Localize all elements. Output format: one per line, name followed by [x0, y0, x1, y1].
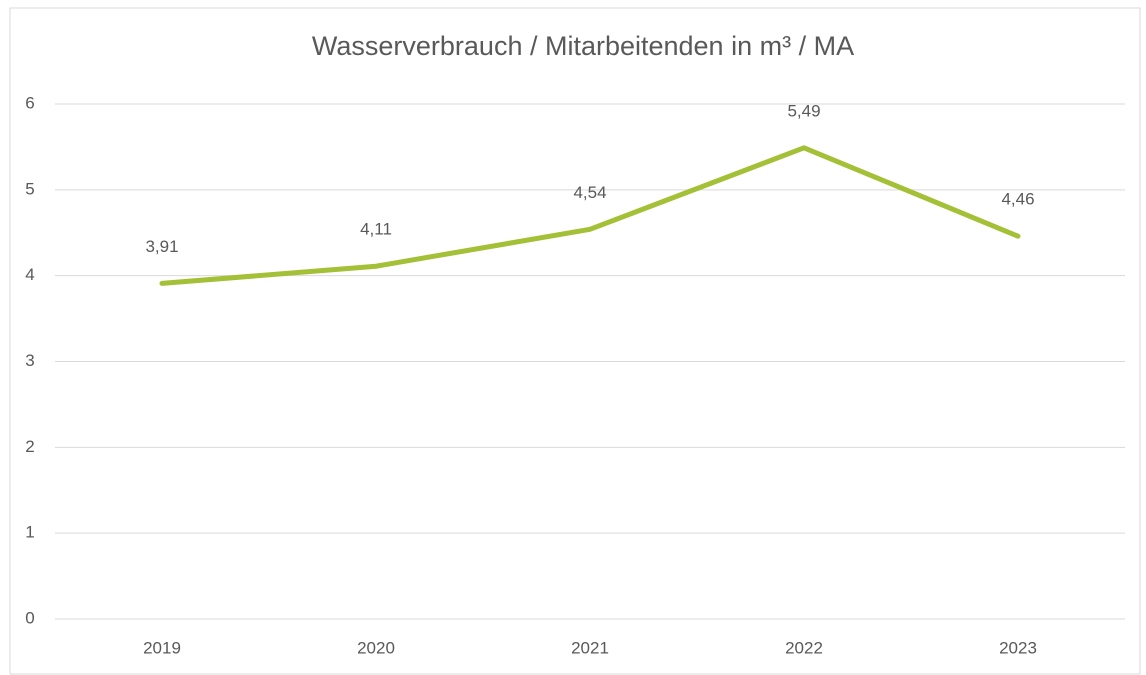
x-tick-label: 2020 — [357, 638, 395, 657]
y-tick-label: 5 — [25, 179, 34, 198]
data-label: 4,11 — [360, 220, 392, 239]
data-label: 4,54 — [573, 183, 606, 202]
data-label: 3,91 — [145, 237, 178, 256]
data-label: 4,46 — [1001, 190, 1034, 209]
x-tick-label: 2023 — [999, 638, 1037, 657]
data-label: 5,49 — [787, 101, 820, 120]
chart-title: Wasserverbrauch / Mitarbeitenden in m³ /… — [312, 31, 854, 61]
y-tick-label: 4 — [25, 265, 34, 284]
y-tick-label: 3 — [25, 351, 34, 370]
x-tick-label: 2022 — [785, 638, 823, 657]
chart-border — [9, 7, 1141, 675]
y-tick-label: 1 — [25, 523, 34, 542]
x-tick-label: 2021 — [571, 638, 609, 657]
x-tick-label: 2019 — [143, 638, 181, 657]
y-tick-label: 0 — [25, 608, 34, 627]
data-line — [159, 145, 1021, 286]
y-tick-label: 2 — [25, 437, 34, 456]
y-tick-label: 6 — [25, 93, 34, 112]
